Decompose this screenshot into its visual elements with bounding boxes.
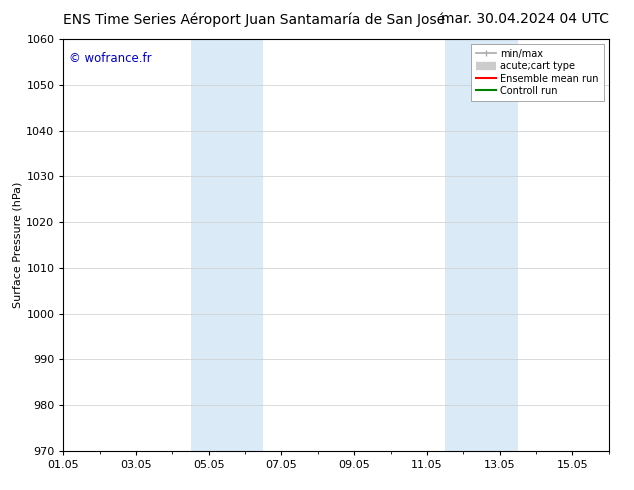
Text: mar. 30.04.2024 04 UTC: mar. 30.04.2024 04 UTC: [441, 12, 609, 26]
Bar: [191, 39, 263, 451]
Bar: [445, 39, 518, 451]
Text: ENS Time Series Aéroport Juan Santamaría de San José: ENS Time Series Aéroport Juan Santamaría…: [63, 12, 446, 27]
Text: © wofrance.fr: © wofrance.fr: [69, 51, 152, 65]
Legend: min/max, acute;cart type, Ensemble mean run, Controll run: min/max, acute;cart type, Ensemble mean …: [471, 44, 604, 101]
Y-axis label: Surface Pressure (hPa): Surface Pressure (hPa): [12, 182, 22, 308]
